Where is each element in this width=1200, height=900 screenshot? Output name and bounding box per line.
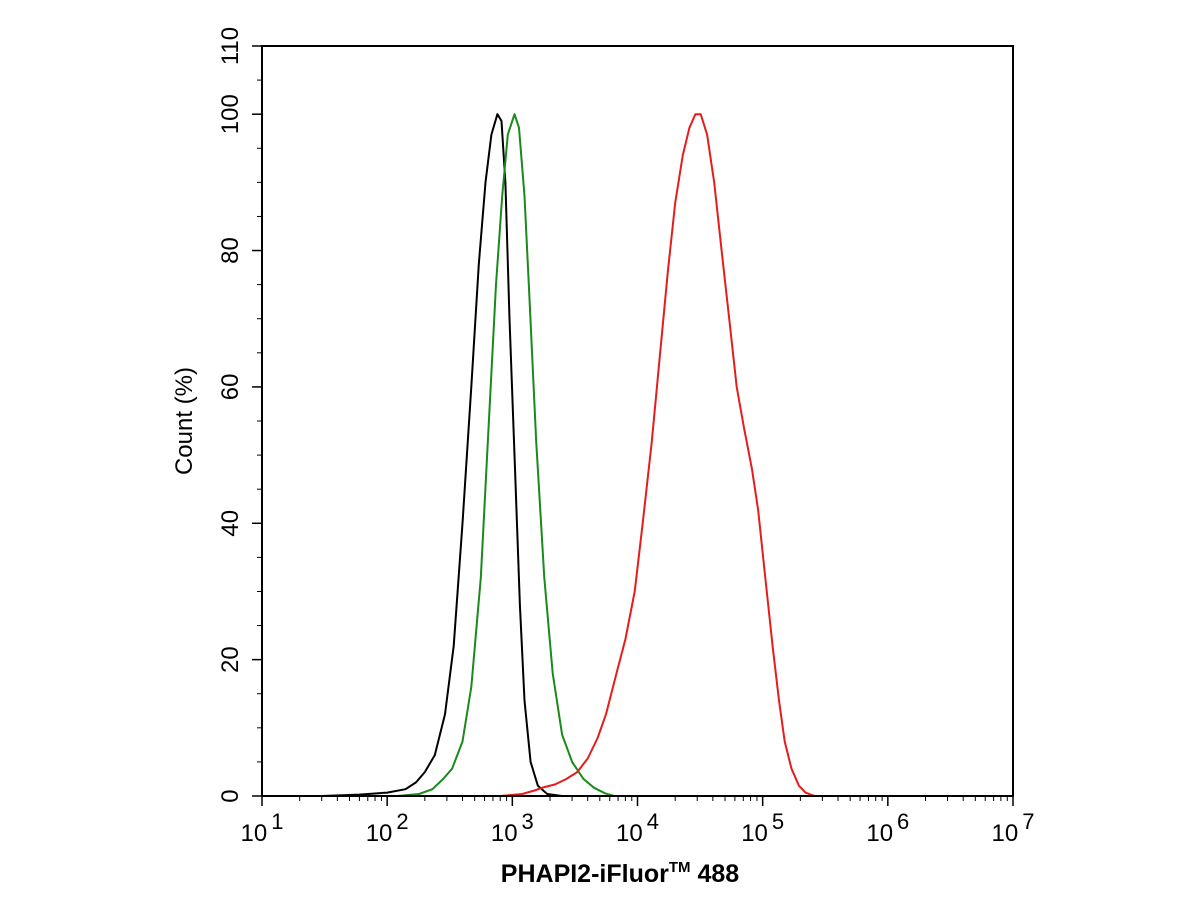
major-ticks [252,45,1014,806]
y-tick-label: 80 [217,237,244,264]
x-tick-label: 10 5 [741,809,784,847]
series-line-2 [397,113,615,797]
x-axis-title-trademark: TM [669,859,691,876]
x-tick-label: 10 4 [616,809,659,847]
y-tick-label: 100 [217,94,244,134]
x-axis-title-main: PHAPI2-iFluor [501,860,669,888]
y-tick-labels: 0 20 40 60 80 100 110 [217,27,244,803]
x-tick-label: 10 6 [866,809,909,847]
x-axis-title-suffix: 488 [691,860,740,888]
y-tick-label: 110 [217,27,244,65]
y-axis-title: Count (%) [171,367,198,475]
x-tick-label: 10 2 [366,809,409,847]
x-tick-label: 10 1 [241,809,284,847]
x-tick-label: 10 7 [992,809,1035,847]
series-line-1 [321,113,563,797]
series-line-3 [500,113,815,797]
y-tick-label: 60 [217,374,244,401]
y-tick-label: 20 [217,646,244,673]
y-tick-label: 0 [217,789,244,802]
minor-ticks [257,45,1008,801]
x-axis-title: PHAPI2-iFluorTM 488 [501,859,740,888]
plot-frame [261,45,1014,797]
series-layer [321,113,815,797]
y-tick-label: 40 [217,510,244,537]
x-tick-label: 10 3 [491,809,534,847]
x-tick-labels: 10 1 10 2 10 3 10 4 10 5 10 6 10 7 [241,809,1035,847]
